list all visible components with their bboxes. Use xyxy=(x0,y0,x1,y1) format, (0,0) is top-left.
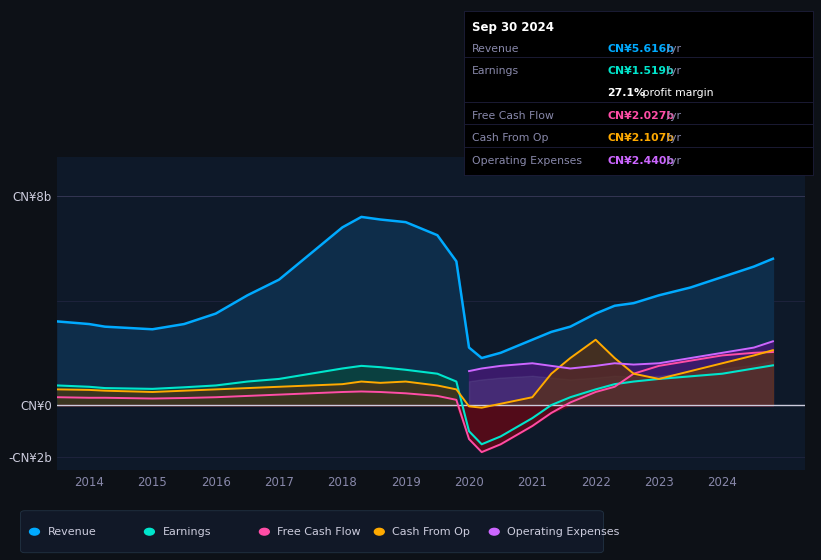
Text: Operating Expenses: Operating Expenses xyxy=(507,527,620,536)
Text: /yr: /yr xyxy=(663,111,681,121)
Text: Earnings: Earnings xyxy=(472,66,519,76)
Text: /yr: /yr xyxy=(663,156,681,166)
Text: Revenue: Revenue xyxy=(472,44,520,54)
Text: CN¥5.616b: CN¥5.616b xyxy=(608,44,675,54)
Text: profit margin: profit margin xyxy=(639,88,713,99)
Text: Operating Expenses: Operating Expenses xyxy=(472,156,582,166)
Text: Cash From Op: Cash From Op xyxy=(392,527,470,536)
Text: Revenue: Revenue xyxy=(48,527,96,536)
Text: /yr: /yr xyxy=(663,133,681,143)
Text: Sep 30 2024: Sep 30 2024 xyxy=(472,21,554,35)
Text: CN¥2.107b: CN¥2.107b xyxy=(608,133,675,143)
Text: Cash From Op: Cash From Op xyxy=(472,133,548,143)
Text: Earnings: Earnings xyxy=(163,527,211,536)
Text: /yr: /yr xyxy=(663,44,681,54)
Text: 27.1%: 27.1% xyxy=(608,88,645,99)
Text: CN¥2.027b: CN¥2.027b xyxy=(608,111,675,121)
Text: Free Cash Flow: Free Cash Flow xyxy=(277,527,361,536)
Text: CN¥2.440b: CN¥2.440b xyxy=(608,156,675,166)
Text: Free Cash Flow: Free Cash Flow xyxy=(472,111,554,121)
Text: CN¥1.519b: CN¥1.519b xyxy=(608,66,674,76)
Text: /yr: /yr xyxy=(663,66,681,76)
